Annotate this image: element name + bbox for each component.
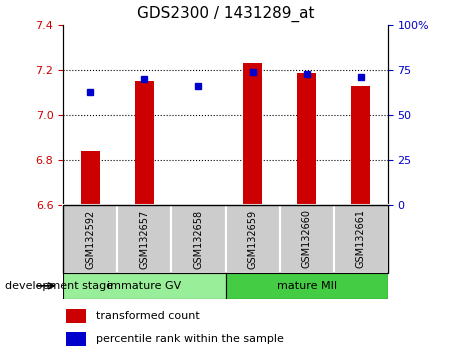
Text: GSM132658: GSM132658 xyxy=(193,209,203,269)
Bar xyxy=(297,73,316,205)
Title: GDS2300 / 1431289_at: GDS2300 / 1431289_at xyxy=(137,6,314,22)
Bar xyxy=(351,86,370,205)
Bar xyxy=(66,332,86,346)
Text: GSM132657: GSM132657 xyxy=(139,209,149,269)
Text: GSM132592: GSM132592 xyxy=(85,209,95,269)
Bar xyxy=(66,309,86,323)
Text: transformed count: transformed count xyxy=(96,311,199,321)
Text: mature MII: mature MII xyxy=(276,281,337,291)
Bar xyxy=(280,205,334,273)
Text: GSM132660: GSM132660 xyxy=(302,210,312,268)
Text: GSM132659: GSM132659 xyxy=(248,209,258,269)
Bar xyxy=(135,81,154,205)
Text: GSM132661: GSM132661 xyxy=(356,210,366,268)
Text: development stage: development stage xyxy=(5,281,113,291)
Bar xyxy=(189,204,208,205)
Bar xyxy=(171,205,226,273)
Bar xyxy=(63,205,117,273)
Bar xyxy=(243,63,262,205)
Bar xyxy=(63,273,226,299)
Text: immature GV: immature GV xyxy=(107,281,181,291)
Bar xyxy=(117,205,171,273)
Bar xyxy=(81,151,100,205)
Bar xyxy=(226,205,280,273)
Bar xyxy=(334,205,388,273)
Bar xyxy=(226,273,388,299)
Text: percentile rank within the sample: percentile rank within the sample xyxy=(96,334,284,344)
